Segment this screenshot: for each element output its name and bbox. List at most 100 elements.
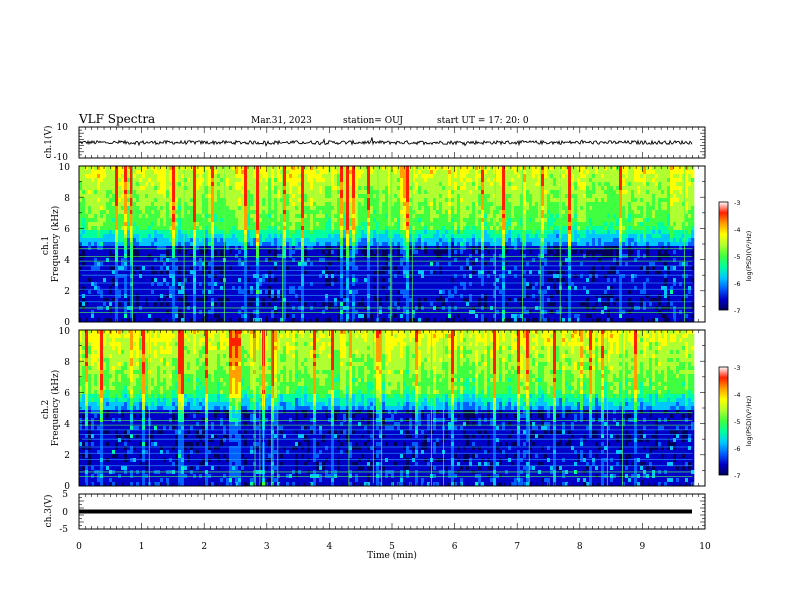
- spectrogram-cell: [442, 186, 446, 191]
- spectrogram-cell: [640, 218, 644, 223]
- spectrogram-cell: [532, 250, 536, 255]
- spectrogram-cell: [382, 202, 386, 207]
- spectrogram-cell: [319, 194, 323, 199]
- spectrogram-cell: [346, 190, 350, 195]
- spectrogram-cell: [493, 226, 497, 231]
- spectrogram-cell: [214, 210, 218, 215]
- spectrogram-cell: [670, 230, 674, 235]
- spectrogram-cell: [439, 242, 443, 247]
- spectrogram-cell: [127, 170, 131, 175]
- spectrogram-cell: [604, 214, 608, 219]
- spectrogram-cell: [622, 214, 626, 219]
- spectrogram-cell: [160, 194, 164, 199]
- spectrogram-cell: [316, 250, 320, 255]
- spectrogram-cell: [169, 238, 173, 243]
- spectrogram-cell: [658, 214, 662, 219]
- spectrogram-cell: [685, 178, 689, 183]
- spectrogram-cell: [190, 202, 194, 207]
- spectrogram-cell: [544, 222, 548, 227]
- spectrogram-cell: [625, 170, 629, 175]
- spectrogram-cell: [661, 218, 665, 223]
- spectrogram-cell: [646, 250, 650, 255]
- spectrogram-cell: [544, 194, 548, 199]
- spectrogram-cell: [667, 178, 671, 183]
- spectrogram-cell: [145, 190, 149, 195]
- spectrogram-cell: [433, 218, 437, 223]
- spectrogram-cell: [649, 250, 653, 255]
- spectrogram-cell: [133, 238, 137, 243]
- spectrogram-cell: [163, 206, 167, 211]
- spectrogram-cell: [205, 182, 209, 187]
- spectrogram-cell: [520, 186, 524, 191]
- spectrogram-cell: [136, 238, 140, 243]
- spectrogram-cell: [649, 230, 653, 235]
- spectrogram-cell: [544, 226, 548, 231]
- spectrogram-cell: [514, 214, 518, 219]
- spectrogram-cell: [121, 246, 125, 251]
- spectrogram-cell: [307, 202, 311, 207]
- spectrogram-cell: [196, 226, 200, 231]
- spectrogram-cell: [91, 246, 95, 251]
- spectrogram-cell: [301, 182, 305, 187]
- spectrogram-cell: [85, 174, 89, 179]
- spectrogram-cell: [157, 250, 161, 255]
- spectrogram-cell: [133, 174, 137, 179]
- spectrogram-cell: [472, 238, 476, 243]
- spectrogram-cell: [436, 178, 440, 183]
- spectrogram-cell: [469, 214, 473, 219]
- spectrogram-cell: [400, 238, 404, 243]
- spectrogram-cell: [169, 230, 173, 235]
- spectrogram-cell: [631, 166, 635, 171]
- spectrogram-cell: [367, 230, 371, 235]
- spectrogram-cell: [283, 182, 287, 187]
- spectrogram-cell: [241, 174, 245, 179]
- spectrogram-cell: [607, 186, 611, 191]
- spectrogram-cell: [355, 226, 359, 231]
- spectrogram-cell: [136, 194, 140, 199]
- spectrogram-cell: [673, 182, 677, 187]
- spectrogram-cell: [352, 250, 356, 255]
- spectrogram-cell: [646, 182, 650, 187]
- spectrogram-cell: [448, 194, 452, 199]
- spectrogram-cell: [667, 186, 671, 191]
- spectrogram-cell: [505, 238, 509, 243]
- spectrogram-cell: [169, 186, 173, 191]
- spectrogram-cell: [643, 194, 647, 199]
- spectrogram-cell: [646, 238, 650, 243]
- spectrogram-cell: [328, 190, 332, 195]
- spectrogram-cell: [604, 194, 608, 199]
- spectrogram-cell: [631, 210, 635, 215]
- spectrogram-cell: [643, 198, 647, 203]
- spectrogram-cell: [226, 194, 230, 199]
- spectrogram-cell: [445, 218, 449, 223]
- spectrogram-cell: [181, 194, 185, 199]
- spectrogram-cell: [217, 190, 221, 195]
- spectrogram-cell: [94, 230, 98, 235]
- spectrogram-cell: [310, 246, 314, 251]
- spectrogram-cell: [202, 238, 206, 243]
- spectrogram-cell: [79, 234, 83, 239]
- spectrogram-cell: [268, 242, 272, 247]
- spectrogram-cell: [154, 210, 158, 215]
- spectrogram-cell: [613, 170, 617, 175]
- spectrogram-cell: [463, 238, 467, 243]
- spectrogram-cell: [469, 194, 473, 199]
- spectrogram-cell: [517, 226, 521, 231]
- spectrogram-cell: [193, 190, 197, 195]
- spectrogram-cell: [523, 206, 527, 211]
- spectrogram-cell: [415, 238, 419, 243]
- spectrogram-cell: [184, 194, 188, 199]
- spectrogram-cell: [451, 230, 455, 235]
- spectrogram-cell: [412, 210, 416, 215]
- spectrogram-cell: [331, 250, 335, 255]
- spectrogram-cell: [139, 230, 143, 235]
- spectrogram-cell: [190, 226, 194, 231]
- spectrogram-cell: [106, 214, 110, 219]
- spectrogram-cell: [625, 182, 629, 187]
- spectrogram-cell: [214, 226, 218, 231]
- spectrogram-cell: [304, 182, 308, 187]
- spectrogram-cell: [292, 194, 296, 199]
- ch1-ytick-bottom: -10: [54, 153, 69, 163]
- spectrogram-cell: [289, 194, 293, 199]
- spectrogram-cell: [499, 234, 503, 239]
